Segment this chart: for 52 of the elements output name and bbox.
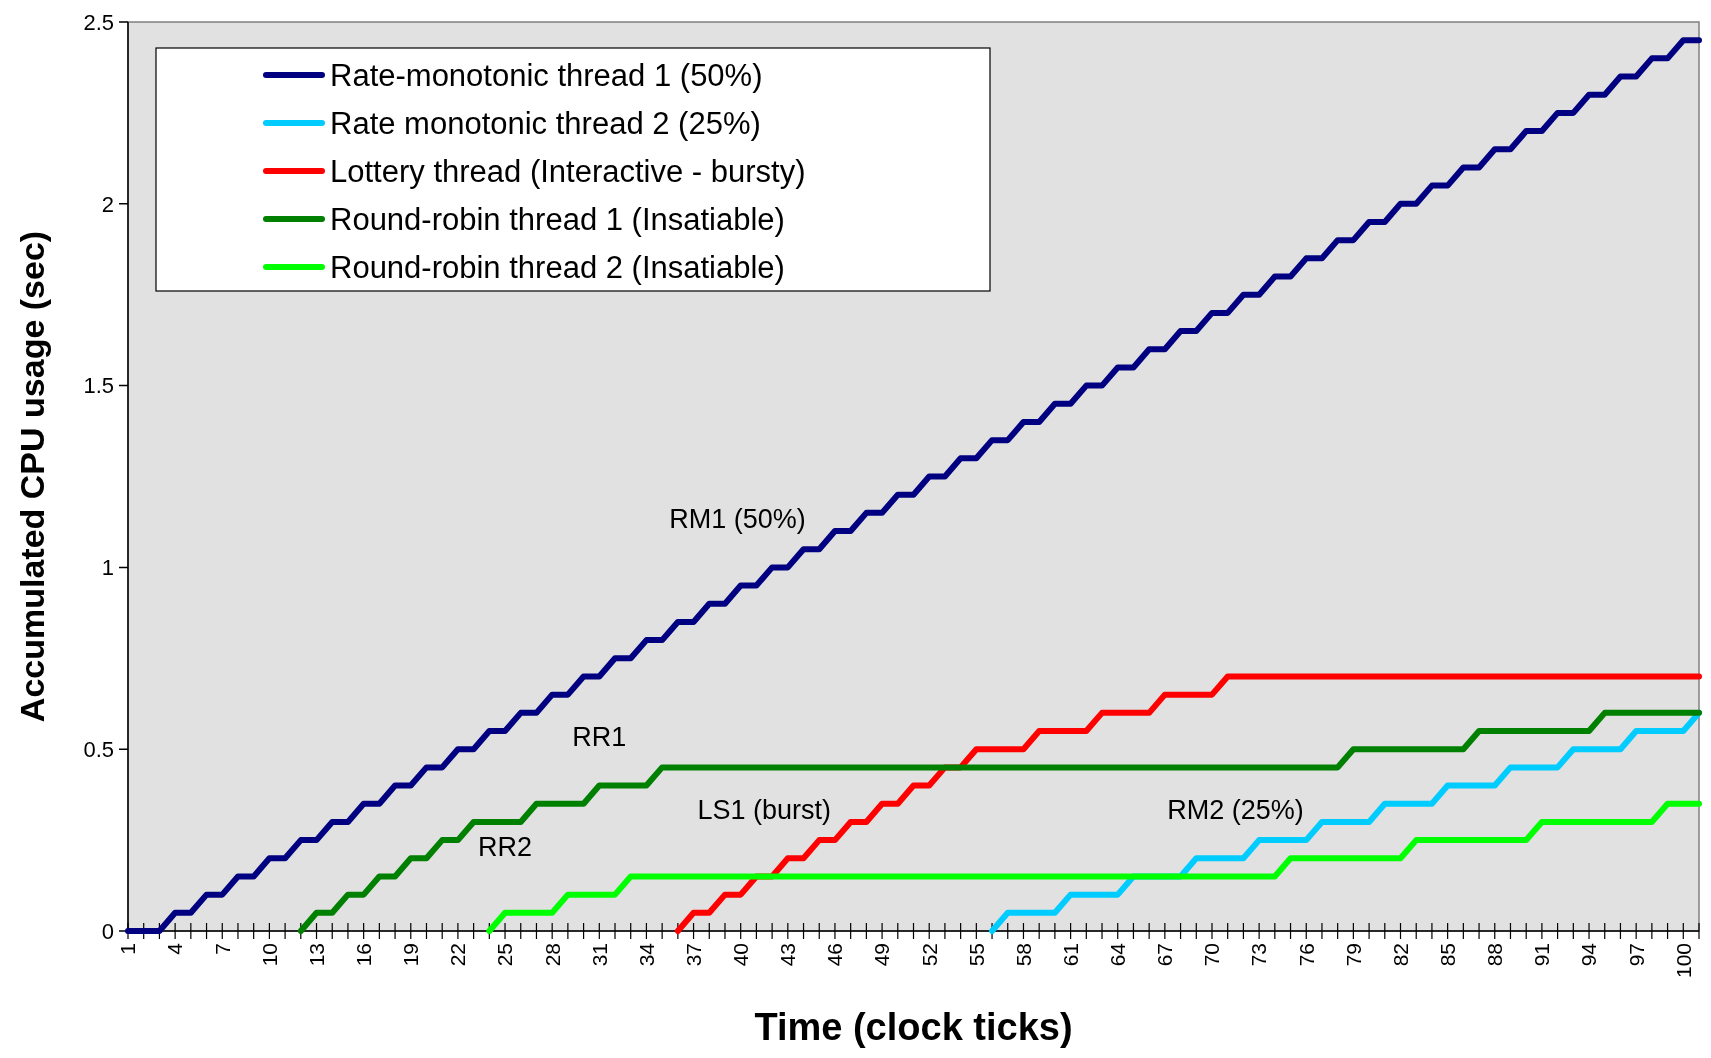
legend-label: Rate monotonic thread 2 (25%) (330, 105, 761, 141)
y-tick-label: 2 (101, 191, 114, 217)
y-tick-label: 0.5 (83, 736, 114, 762)
x-tick-label: 1 (116, 943, 140, 955)
x-tick-label: 79 (1341, 943, 1365, 967)
x-tick-label: 19 (399, 943, 423, 967)
x-tick-label: 67 (1153, 943, 1177, 967)
legend-label: Round-robin thread 2 (Insatiable) (330, 249, 785, 285)
x-tick-label: 43 (776, 943, 800, 967)
x-tick-label: 64 (1106, 942, 1130, 967)
x-tick-label: 82 (1388, 943, 1412, 967)
x-tick-label: 91 (1530, 943, 1554, 967)
x-tick-label: 16 (352, 943, 375, 967)
x-tick-label: 97 (1624, 943, 1648, 967)
x-tick-label: 85 (1435, 943, 1459, 967)
x-tick-label: 10 (257, 943, 281, 967)
x-tick-label: 37 (681, 943, 705, 967)
x-tick-label: 22 (446, 943, 470, 967)
y-axis-title: Accumulated CPU usage (sec) (13, 230, 51, 723)
y-tick-label: 0 (101, 918, 114, 944)
x-tick-label: 76 (1294, 943, 1318, 967)
x-tick-label: 70 (1200, 943, 1224, 967)
x-tick-label: 100 (1671, 943, 1695, 979)
x-tick-label: 40 (729, 943, 753, 967)
x-tick-label: 7 (210, 943, 234, 955)
x-tick-label: 58 (1011, 943, 1035, 967)
x-tick-label: 4 (163, 942, 187, 955)
x-tick-label: 28 (540, 943, 564, 967)
annotation: RM1 (50%) (669, 503, 806, 534)
legend-label: Rate-monotonic thread 1 (50%) (330, 57, 763, 93)
x-tick-label: 94 (1577, 942, 1601, 967)
y-tick-label: 2.5 (83, 9, 114, 35)
annotation: RR2 (478, 831, 533, 862)
x-tick-label: 55 (964, 943, 988, 967)
x-tick-label: 61 (1058, 943, 1082, 967)
x-tick-label: 73 (1247, 943, 1271, 967)
legend-label: Lottery thread (Interactive - bursty) (330, 153, 806, 189)
x-tick-label: 88 (1483, 943, 1507, 967)
x-tick-label: 34 (634, 942, 658, 967)
x-tick-label: 52 (917, 943, 941, 967)
annotation: LS1 (burst) (697, 794, 832, 825)
x-tick-label: 13 (304, 943, 328, 967)
x-tick-label: 31 (587, 943, 611, 967)
x-tick-label: 46 (823, 943, 847, 967)
annotation: RM2 (25%) (1167, 794, 1304, 825)
y-tick-label: 1.5 (83, 373, 114, 399)
x-tick-label: 25 (493, 943, 517, 967)
legend-label: Round-robin thread 1 (Insatiable) (330, 201, 785, 237)
y-tick-label: 1 (101, 555, 114, 581)
x-axis-title: Time (clock ticks) (754, 1006, 1073, 1048)
x-tick-label: 49 (870, 943, 894, 967)
annotation: RR1 (572, 721, 627, 752)
